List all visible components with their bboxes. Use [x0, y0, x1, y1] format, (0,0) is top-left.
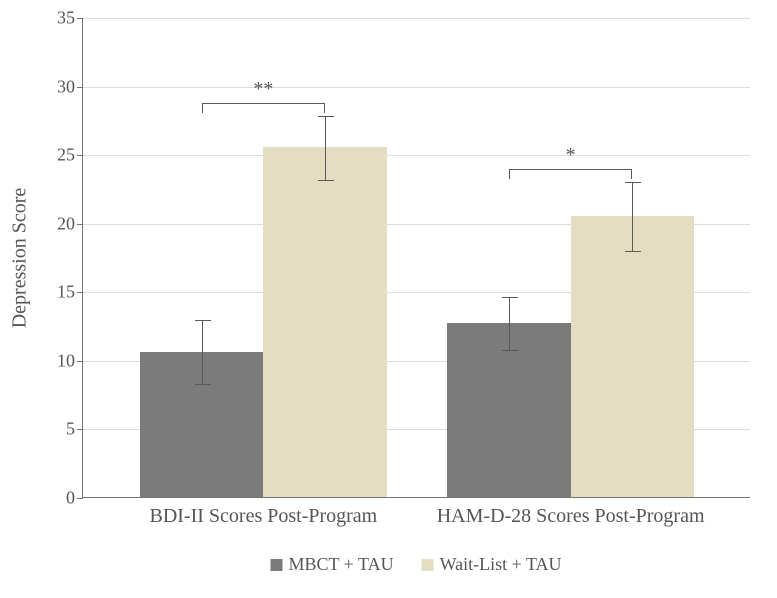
gridline [83, 18, 750, 19]
y-tick-label: 5 [66, 419, 83, 440]
y-tick-label: 20 [57, 213, 83, 234]
y-axis-label: Depression Score [9, 188, 32, 329]
x-label-bdi: BDI-II Scores Post-Program [149, 497, 377, 528]
sig-label-ham: * [566, 144, 576, 167]
legend-item-wait: Wait-List + TAU [422, 554, 562, 575]
bar-ham-wait [571, 216, 695, 497]
y-tick-label: 35 [57, 8, 83, 29]
y-tick-label: 10 [57, 350, 83, 371]
gridline [83, 87, 750, 88]
chart-container: Depression Score 05101520253035**BDI-II … [0, 0, 777, 598]
plot-area: 05101520253035**BDI-II Scores Post-Progr… [82, 18, 750, 498]
bar-bdi-wait [263, 147, 387, 497]
legend-swatch-mbct [271, 559, 283, 571]
bar-ham-mbct [447, 323, 571, 497]
legend: MBCT + TAU Wait-List + TAU [271, 554, 562, 575]
sig-bracket-ham [509, 169, 633, 179]
y-tick-label: 25 [57, 145, 83, 166]
legend-swatch-wait [422, 559, 434, 571]
legend-label-wait: Wait-List + TAU [440, 554, 562, 575]
y-tick-label: 30 [57, 76, 83, 97]
legend-label-mbct: MBCT + TAU [289, 554, 394, 575]
legend-item-mbct: MBCT + TAU [271, 554, 394, 575]
y-tick-label: 0 [66, 488, 83, 509]
sig-bracket-bdi [202, 103, 326, 113]
sig-label-bdi: ** [253, 78, 273, 101]
gridline [83, 155, 750, 156]
y-tick-label: 15 [57, 282, 83, 303]
bar-bdi-mbct [140, 352, 264, 497]
x-label-ham: HAM-D-28 Scores Post-Program [437, 497, 705, 528]
